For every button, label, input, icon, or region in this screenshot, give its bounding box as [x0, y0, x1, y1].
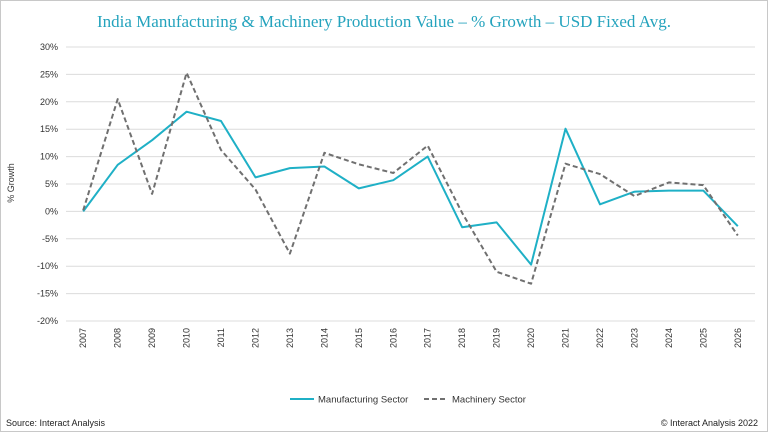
x-tick-label: 2017	[423, 328, 433, 348]
y-tick-label: 20%	[40, 97, 58, 107]
x-tick-label: 2021	[561, 328, 571, 348]
x-tick-label: 2007	[78, 328, 88, 348]
series-line-machinery-sector	[82, 71, 739, 285]
source-note: Source: Interact Analysis	[6, 418, 106, 428]
x-tick-label: 2016	[388, 328, 398, 348]
y-tick-label: 10%	[40, 152, 58, 162]
y-tick-label: 30%	[40, 42, 58, 52]
x-tick-label: 2014	[319, 328, 329, 348]
x-tick-label: 2020	[526, 328, 536, 348]
x-tick-label: 2015	[354, 328, 364, 348]
x-tick-label: 2011	[216, 328, 226, 347]
gridlines	[66, 46, 755, 322]
copyright-note: © Interact Analysis 2022	[660, 418, 758, 428]
y-tick-label: 15%	[40, 124, 58, 134]
x-tick-label: 2024	[664, 328, 674, 348]
y-tick-label: -20%	[37, 316, 58, 326]
legend-label-machinery: Machinery Sector	[452, 395, 526, 406]
x-tick-label: 2013	[285, 328, 295, 348]
y-tick-label: -5%	[42, 234, 58, 244]
x-tick-label: 2023	[629, 328, 639, 348]
x-tick-label: 2010	[182, 328, 192, 348]
x-tick-label: 2009	[147, 328, 157, 348]
y-tick-label: -15%	[37, 289, 58, 299]
y-tick-label: 25%	[40, 69, 58, 79]
y-axis-ticks: -20% -15% -10% -5% 0% 5% 10% 15% 20% 25% 30%	[37, 42, 58, 326]
x-axis-ticks: 2007 2008 2009 2010 2011 2012 2013 2014 2015 2016…	[78, 328, 743, 348]
legend: Manufacturing Sector Machinery Sector	[290, 395, 526, 406]
chart-title: India Manufacturing & Machinery Producti…	[97, 12, 671, 31]
y-tick-label: 5%	[45, 179, 58, 189]
x-tick-label: 2022	[595, 328, 605, 348]
x-tick-label: 2025	[698, 328, 708, 348]
x-tick-label: 2019	[492, 328, 502, 348]
series-line-manufacturing-sector	[82, 110, 739, 266]
y-axis-label: % Growth	[6, 163, 16, 203]
y-tick-label: -10%	[37, 261, 58, 271]
x-tick-label: 2012	[250, 328, 260, 348]
legend-label-manufacturing: Manufacturing Sector	[318, 395, 408, 406]
series-lines	[82, 71, 739, 285]
x-tick-label: 2026	[733, 328, 743, 348]
x-tick-label: 2018	[457, 328, 467, 348]
y-tick-label: 0%	[45, 206, 58, 216]
x-tick-label: 2008	[113, 328, 123, 348]
